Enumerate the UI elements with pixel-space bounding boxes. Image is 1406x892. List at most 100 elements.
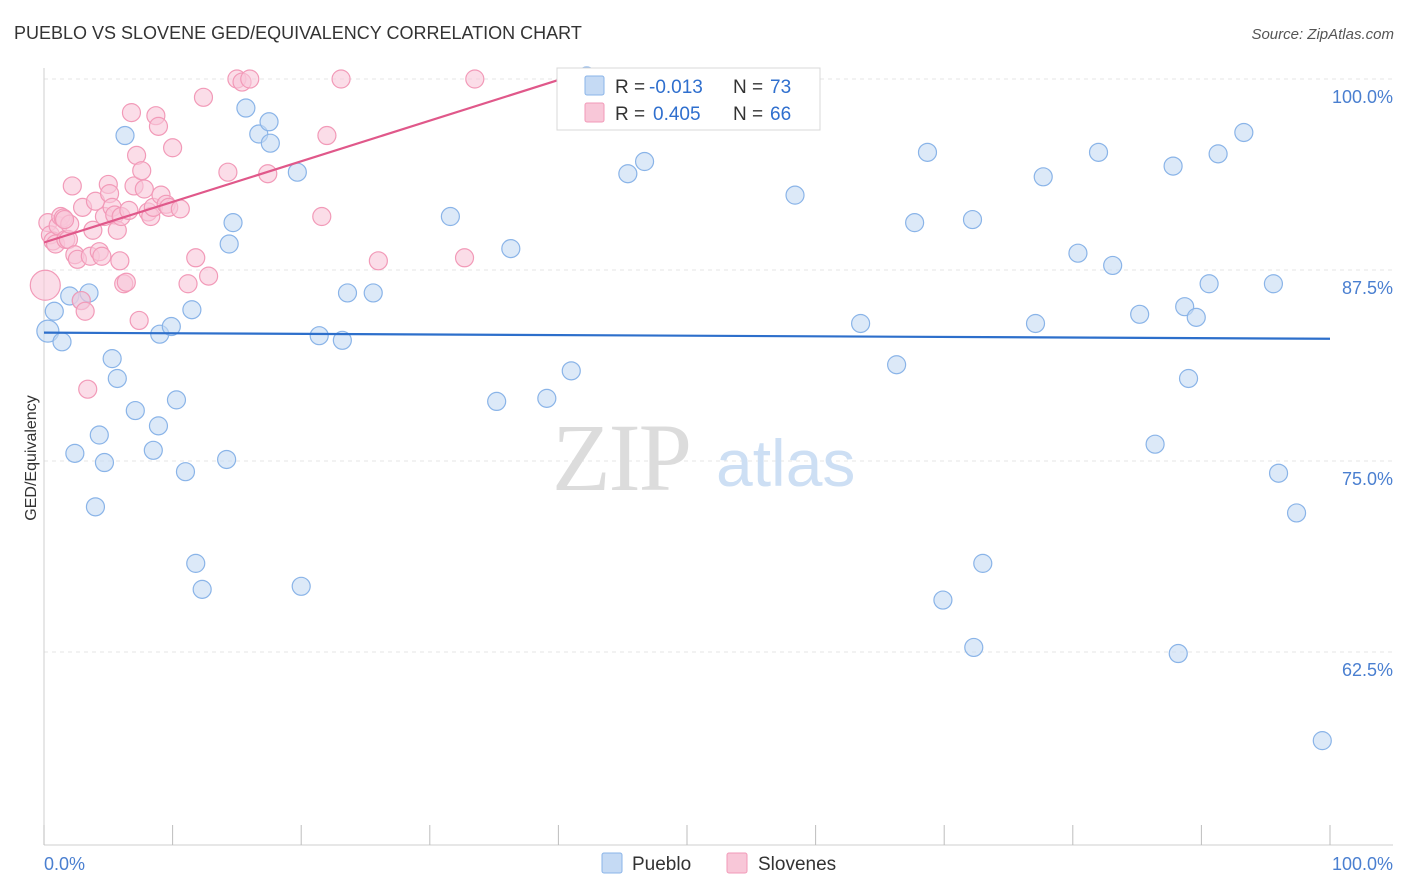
slovenes-point-54	[218, 162, 238, 182]
slovenes-point-51	[186, 248, 206, 268]
y-axis-title: GED/Equivalency	[23, 395, 40, 520]
slovenes-point-44	[148, 116, 169, 136]
pueblo-point-4	[65, 443, 85, 463]
legend-label-slovenes: Slovenes	[758, 854, 836, 875]
pueblo-point-12	[115, 125, 135, 146]
slovenes-point-50	[178, 274, 198, 294]
pueblo-point-53	[1025, 313, 1046, 334]
pueblo-point-24	[219, 234, 239, 254]
pueblo-point-18	[166, 390, 187, 410]
pueblo-point-31	[291, 576, 311, 596]
slovenes-point-17	[78, 379, 98, 399]
pueblo-point-36	[440, 206, 460, 227]
pueblo-point-69	[1268, 463, 1289, 483]
pueblo-point-25	[223, 213, 243, 233]
slovenes-point-53	[199, 266, 219, 286]
pueblo-point-0	[36, 319, 60, 343]
axes	[43, 68, 1393, 846]
slovenes-point-59	[312, 206, 332, 227]
slovenes-point-49	[170, 199, 190, 219]
slovenes-point-29	[110, 251, 130, 271]
watermark: ZIP atlas	[552, 404, 855, 511]
pueblo-point-45	[851, 313, 871, 334]
watermark-atlas: atlas	[716, 426, 855, 500]
legend-swatch-slovenes	[726, 852, 748, 874]
slovenes-point-64	[465, 69, 485, 89]
pueblo-point-34	[337, 283, 358, 303]
stats-swatch-slovenes	[584, 102, 605, 123]
pueblo-point-44	[785, 185, 805, 205]
trend-lines	[43, 74, 1331, 340]
chart-source: Source: ZipAtlas.com	[1251, 26, 1394, 43]
pueblo-point-40	[561, 361, 581, 381]
pueblo-point-66	[1208, 144, 1228, 164]
pueblo-point-57	[1103, 255, 1123, 276]
pueblo-point-65	[1199, 274, 1219, 294]
slovenes-point-63	[454, 248, 475, 268]
pueblo-point-10	[102, 349, 122, 369]
slovenes-point-32	[116, 272, 136, 292]
pueblo-trend-line	[43, 331, 1331, 340]
slovenes-point-65	[54, 209, 75, 230]
y-tick-label-3: 62.5%	[1342, 660, 1393, 680]
pueblo-point-64	[1186, 307, 1206, 327]
pueblo-point-29	[260, 133, 280, 153]
stats-r-label-slovenes: R =	[615, 104, 645, 125]
pueblo-point-2	[52, 332, 72, 352]
y-tick-label-2: 75.0%	[1342, 469, 1393, 489]
pueblo-point-32	[309, 326, 329, 346]
y-tick-label-0: 100.0%	[1332, 87, 1393, 107]
stats-swatch-pueblo	[584, 75, 605, 96]
pueblo-point-43	[634, 151, 655, 172]
slovenes-trend-line	[43, 74, 572, 244]
pueblo-point-8	[89, 425, 109, 445]
slovenes-point-16	[75, 301, 95, 321]
pueblo-point-42	[618, 164, 638, 184]
pueblo-point-1	[44, 301, 64, 321]
stats-legend: R = -0.013 N = 73 R = 0.405 N = 66	[556, 67, 821, 131]
stats-n-value-slovenes: 66	[770, 104, 791, 125]
pueblo-point-26	[236, 98, 256, 118]
pueblo-point-54	[1033, 167, 1053, 187]
pueblo-point-46	[887, 355, 907, 375]
slovenes-point-61	[331, 69, 351, 89]
pueblo-point-30	[287, 162, 307, 182]
pueblo-point-11	[107, 368, 127, 389]
pueblo-point-51	[964, 637, 984, 658]
pueblo-point-33	[332, 330, 352, 350]
pueblo-point-15	[148, 416, 169, 436]
pueblo-point-63	[1178, 368, 1199, 389]
series-legend: Pueblo Slovenes	[601, 852, 836, 875]
grid-lines	[44, 78, 1393, 653]
slovenes-point-0	[29, 269, 61, 301]
pueblo-point-48	[917, 142, 938, 162]
pueblo-point-39	[537, 388, 557, 408]
slovenes-point-62	[368, 251, 388, 271]
slovenes-point-22	[92, 246, 112, 266]
stats-r-value-slovenes: 0.405	[653, 104, 701, 125]
pueblo-point-68	[1263, 274, 1284, 294]
x-axis-ticks	[43, 825, 1331, 845]
legend-swatch-pueblo	[601, 852, 623, 874]
slovenes-point-60	[317, 125, 337, 146]
pueblo-point-14	[143, 440, 163, 460]
pueblo-point-61	[1168, 643, 1188, 664]
data-points	[29, 66, 1332, 751]
pueblo-point-19	[175, 462, 196, 482]
y-tick-label-1: 87.5%	[1342, 278, 1393, 298]
stats-n-value-pueblo: 73	[770, 77, 791, 98]
pueblo-point-47	[905, 213, 925, 233]
slovenes-point-48	[163, 138, 183, 158]
pueblo-point-17	[161, 316, 181, 337]
slovenes-point-57	[240, 69, 260, 89]
pueblo-point-71	[1312, 731, 1332, 751]
slovenes-point-39	[134, 179, 154, 199]
slovenes-point-37	[129, 310, 149, 331]
slovenes-point-34	[121, 103, 142, 123]
pueblo-point-49	[933, 590, 953, 610]
pueblo-point-35	[363, 283, 383, 303]
pueblo-point-60	[1163, 156, 1183, 176]
pueblo-point-52	[973, 553, 993, 573]
slovenes-point-52	[193, 87, 214, 107]
